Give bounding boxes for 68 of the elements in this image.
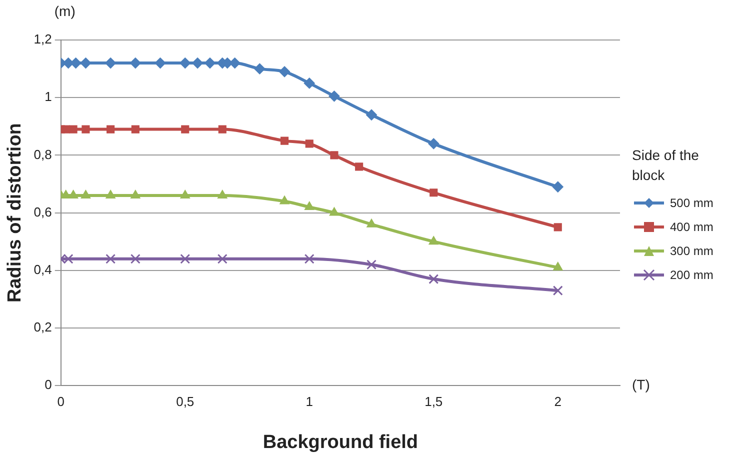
point bbox=[192, 58, 204, 69]
point bbox=[106, 190, 116, 199]
point bbox=[553, 262, 563, 271]
point bbox=[180, 58, 191, 69]
point bbox=[130, 190, 140, 199]
x-tick-label: 1 bbox=[306, 394, 313, 409]
text: (T) bbox=[632, 376, 650, 392]
x-tick-label: 0,5 bbox=[176, 394, 194, 409]
y-tick-label: 1 bbox=[44, 89, 52, 104]
x-tick-label: 0 bbox=[57, 394, 64, 409]
y-tick-label: 0,8 bbox=[34, 146, 52, 162]
y-axis-title: Radius of distortion bbox=[4, 123, 26, 303]
point bbox=[69, 125, 78, 134]
y-tick-label: 0 bbox=[44, 377, 52, 392]
point bbox=[428, 138, 440, 150]
point bbox=[217, 254, 228, 264]
legend-label: 500 mm bbox=[670, 196, 714, 210]
point bbox=[428, 274, 439, 284]
point bbox=[552, 181, 564, 192]
point bbox=[366, 109, 377, 120]
point bbox=[328, 90, 340, 102]
point bbox=[304, 254, 314, 264]
text: (m) bbox=[54, 2, 76, 19]
x-axis-title: Background field bbox=[262, 432, 418, 453]
point bbox=[366, 260, 376, 270]
point bbox=[279, 66, 290, 78]
y-tick-label: 0,6 bbox=[34, 204, 52, 220]
point bbox=[82, 125, 90, 134]
point bbox=[280, 196, 290, 204]
point bbox=[554, 223, 562, 232]
point bbox=[280, 136, 289, 145]
point bbox=[218, 190, 228, 199]
x-tick-label: 1,5 bbox=[424, 394, 443, 409]
legend-title: Side of the block bbox=[632, 146, 700, 185]
y-tick-label: 0,4 bbox=[34, 262, 52, 277]
point bbox=[330, 151, 338, 160]
point bbox=[304, 78, 315, 89]
point bbox=[181, 125, 190, 134]
point bbox=[204, 58, 216, 69]
point bbox=[180, 190, 190, 199]
point bbox=[552, 286, 563, 296]
point bbox=[131, 125, 140, 134]
point bbox=[80, 190, 91, 199]
point bbox=[366, 218, 376, 228]
point bbox=[180, 254, 190, 264]
point bbox=[304, 202, 314, 210]
point bbox=[106, 254, 116, 264]
point bbox=[218, 125, 226, 134]
legend-label: 400 mm bbox=[670, 220, 714, 234]
point bbox=[305, 140, 314, 148]
point bbox=[63, 254, 74, 264]
point bbox=[105, 58, 116, 69]
point bbox=[80, 58, 92, 69]
y-tick-label: 1,2 bbox=[34, 32, 52, 47]
point bbox=[430, 188, 438, 197]
point bbox=[329, 207, 340, 216]
point bbox=[130, 254, 140, 264]
legend-label: 200 mm bbox=[670, 268, 714, 282]
point bbox=[254, 63, 266, 74]
point bbox=[106, 125, 115, 134]
y-tick-label: 0,2 bbox=[34, 320, 52, 335]
point bbox=[62, 125, 70, 134]
point bbox=[428, 236, 438, 245]
point bbox=[130, 58, 141, 69]
point bbox=[154, 58, 166, 69]
x-tick-label: 2 bbox=[554, 394, 562, 409]
point bbox=[355, 162, 364, 171]
legend-label: 300 mm bbox=[670, 244, 714, 258]
